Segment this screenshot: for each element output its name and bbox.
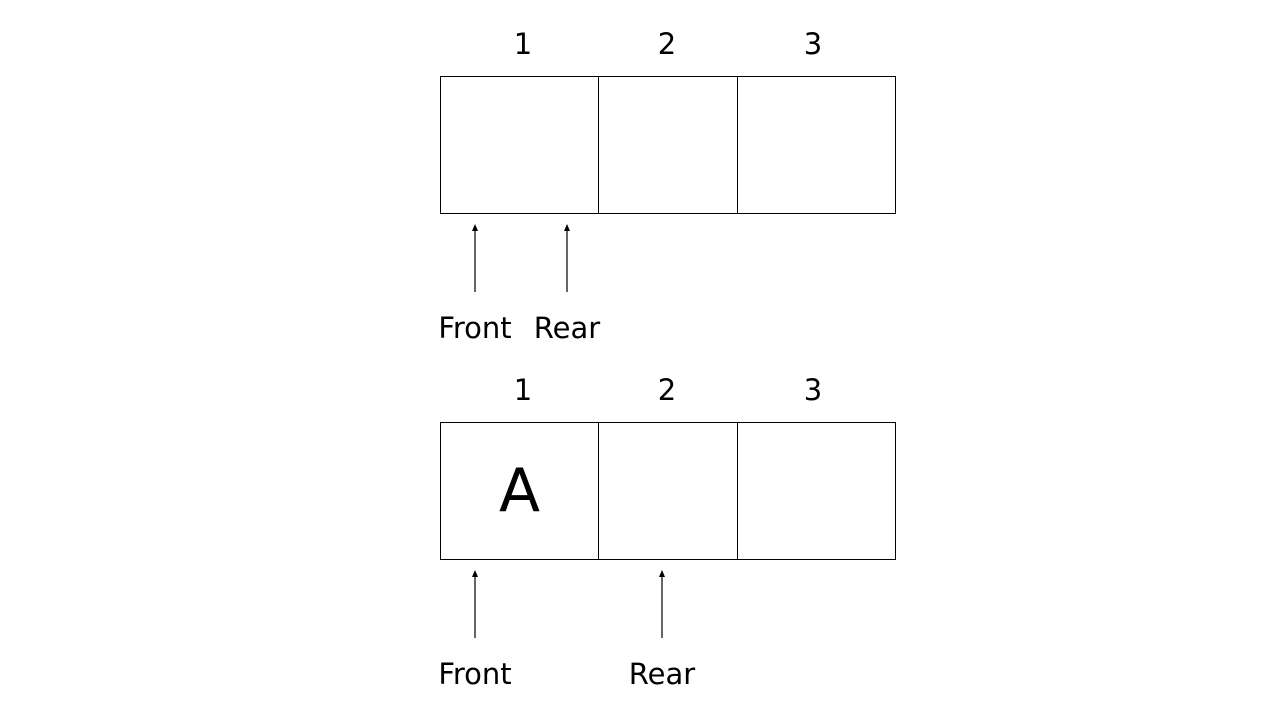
queue-cell-2 (598, 422, 738, 560)
queue-diagram-empty: 1 2 3 Front Rear (438, 27, 896, 345)
queue-diagram-after-enqueue: 1 2 3 A Front Rear (0, 346, 1280, 706)
rear-pointer-label: Rear (533, 311, 601, 345)
index-label-2: 2 (657, 373, 677, 407)
index-label-1: 1 (513, 373, 533, 407)
queue-cell-3 (737, 76, 896, 214)
queue-cell-1: A (440, 422, 599, 560)
rear-pointer-label: Rear (628, 657, 696, 691)
front-pointer-label: Front (438, 657, 512, 691)
index-label-1: 1 (513, 27, 533, 61)
front-pointer-label: Front (438, 311, 512, 345)
index-label-2: 2 (657, 27, 677, 61)
queue-cell-2 (598, 76, 738, 214)
index-label-3: 3 (803, 27, 823, 61)
front-arrow-icon (472, 224, 478, 292)
queue-cell-3 (737, 422, 896, 560)
front-arrow-icon (472, 570, 478, 638)
index-label-3: 3 (803, 373, 823, 407)
rear-arrow-icon (659, 570, 665, 638)
queue-cell-1 (440, 76, 599, 214)
rear-arrow-icon (564, 224, 570, 292)
